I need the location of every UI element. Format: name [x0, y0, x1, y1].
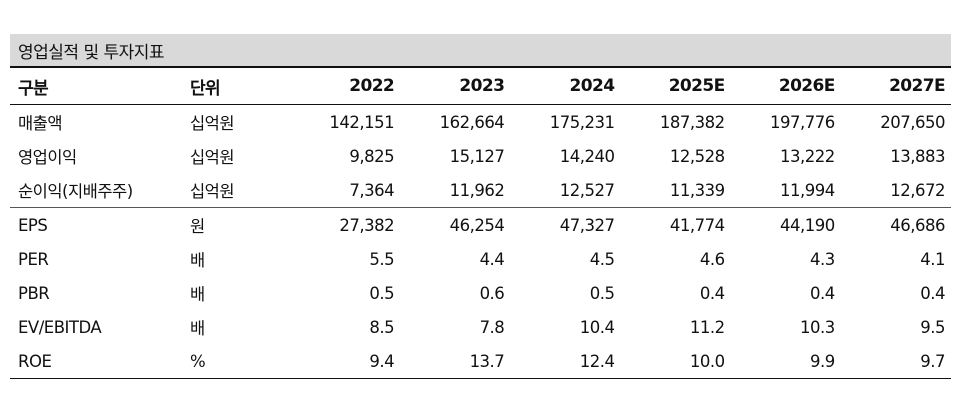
- row-label: 순이익(지배주주): [10, 173, 190, 208]
- row-label: 매출액: [18, 114, 63, 133]
- row-value: 4.5: [589, 249, 615, 269]
- header-year: 2024: [510, 66, 621, 105]
- row-unit: 배: [190, 251, 205, 270]
- row-value: 27,382: [339, 215, 395, 235]
- table-title: 영업실적 및 투자지표: [10, 34, 951, 66]
- row-label: ROE: [10, 344, 190, 379]
- header-year: 2022: [290, 66, 401, 105]
- row-value: 10.0: [620, 344, 731, 379]
- row-value: 187,382: [659, 112, 725, 132]
- row-value: 12,672: [840, 173, 951, 208]
- row-value: 11,339: [620, 173, 731, 208]
- row-unit: 원: [190, 217, 205, 236]
- row-value: 12,527: [510, 173, 621, 208]
- row-value: 4.4: [479, 249, 505, 269]
- row-value: 8.5: [369, 317, 395, 337]
- table-row: 매출액 십억원 142,151 162,664 175,231 187,382 …: [10, 105, 951, 140]
- row-value: 11.2: [689, 317, 725, 337]
- row-unit: 배: [190, 285, 205, 304]
- row-unit: 배: [190, 319, 205, 338]
- row-value: 46,254: [449, 215, 505, 235]
- row-label: PER: [18, 249, 49, 269]
- table-row: PBR 배 0.5 0.6 0.5 0.4 0.4 0.4: [10, 276, 951, 310]
- row-value: 4.1: [920, 249, 945, 269]
- row-value: 7.8: [479, 317, 505, 337]
- row-value: 142,151: [329, 112, 395, 132]
- row-unit: 십억원: [190, 114, 235, 133]
- row-value: 13,222: [780, 146, 835, 166]
- row-unit: 십억원: [190, 173, 290, 208]
- row-value: 41,774: [669, 215, 725, 235]
- row-value: 46,686: [890, 215, 945, 235]
- row-value: 13.7: [400, 344, 511, 379]
- row-value: 0.6: [479, 283, 505, 303]
- header-row: 구분 단위 2022 2023 2024 2025E 2026E 2027E: [10, 66, 951, 105]
- row-value: 9,825: [349, 146, 395, 166]
- row-value: 162,664: [439, 112, 505, 132]
- header-unit: 단위: [190, 66, 290, 105]
- row-label: EPS: [18, 215, 48, 235]
- row-value: 12,528: [669, 146, 725, 166]
- table-row: ROE % 9.4 13.7 12.4 10.0 9.9 9.7: [10, 344, 951, 379]
- row-value: 197,776: [770, 112, 835, 132]
- row-value: 0.4: [699, 283, 725, 303]
- row-value: 15,127: [449, 146, 505, 166]
- row-value: 4.3: [810, 249, 835, 269]
- row-value: 44,190: [780, 215, 835, 235]
- row-unit: 십억원: [190, 148, 235, 167]
- row-value: 10.4: [579, 317, 615, 337]
- row-value: 11,994: [730, 173, 841, 208]
- row-unit: %: [190, 344, 290, 379]
- row-label: PBR: [18, 283, 50, 303]
- table-row: 순이익(지배주주) 십억원 7,364 11,962 12,527 11,339…: [10, 173, 951, 208]
- header-year: 2027E: [840, 66, 951, 105]
- row-value: 11,962: [400, 173, 511, 208]
- row-value: 14,240: [559, 146, 615, 166]
- row-value: 5.5: [369, 249, 395, 269]
- row-label: EV/EBITDA: [18, 317, 102, 337]
- financial-summary-table-container: 영업실적 및 투자지표 구분 단위 2022 2023 2024 2025E 2…: [10, 34, 951, 379]
- header-label: 구분: [10, 66, 190, 105]
- row-value: 7,364: [290, 173, 401, 208]
- row-value: 9.7: [840, 344, 951, 379]
- row-value: 13,883: [890, 146, 945, 166]
- table-row: EV/EBITDA 배 8.5 7.8 10.4 11.2 10.3 9.5: [10, 310, 951, 344]
- row-value: 0.5: [369, 283, 395, 303]
- row-value: 9.4: [290, 344, 401, 379]
- row-value: 207,650: [880, 112, 945, 132]
- header-year: 2026E: [730, 66, 841, 105]
- row-value: 9.9: [730, 344, 841, 379]
- row-value: 0.4: [920, 283, 945, 303]
- row-label: 영업이익: [18, 148, 77, 167]
- table-row: PER 배 5.5 4.4 4.5 4.6 4.3 4.1: [10, 242, 951, 276]
- table-row: 영업이익 십억원 9,825 15,127 14,240 12,528 13,2…: [10, 139, 951, 173]
- row-value: 0.5: [589, 283, 615, 303]
- row-value: 175,231: [549, 112, 615, 132]
- row-value: 10.3: [800, 317, 835, 337]
- row-value: 4.6: [699, 249, 725, 269]
- header-year: 2025E: [620, 66, 731, 105]
- row-value: 47,327: [559, 215, 615, 235]
- header-year: 2023: [400, 66, 511, 105]
- table-row: EPS 원 27,382 46,254 47,327 41,774 44,190…: [10, 208, 951, 243]
- row-value: 0.4: [810, 283, 835, 303]
- row-value: 9.5: [920, 317, 945, 337]
- financial-summary-table: 구분 단위 2022 2023 2024 2025E 2026E 2027E 매…: [10, 66, 951, 379]
- row-value: 12.4: [510, 344, 621, 379]
